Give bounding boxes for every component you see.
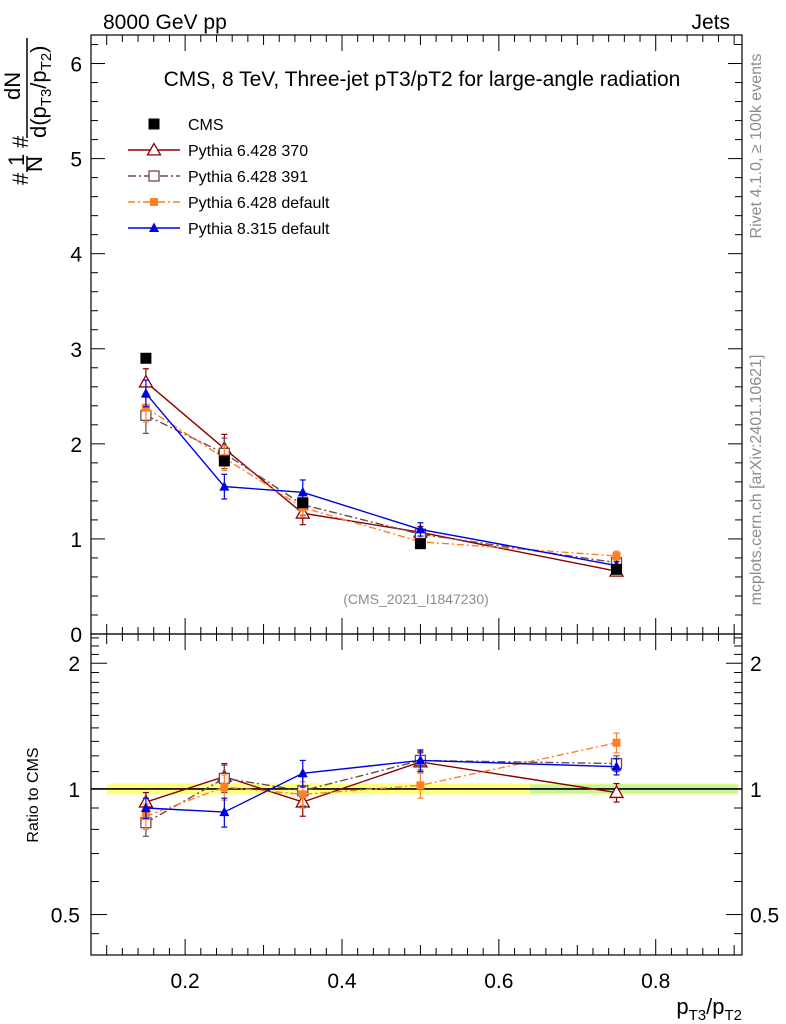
ratio-ytick-label-right: 2	[750, 653, 762, 676]
series-line	[145, 392, 617, 567]
data-point	[415, 754, 426, 765]
data-point	[611, 761, 622, 771]
series-cms	[140, 352, 623, 575]
series-pythia-8-315-default	[140, 379, 622, 570]
header-jets-label: Jets	[691, 11, 730, 34]
legend-label: Pythia 8.315 default	[188, 221, 330, 238]
ylabel-hash: #	[8, 172, 33, 185]
legend-marker	[148, 118, 160, 130]
ratio-ytick-label-right: 1	[750, 779, 762, 802]
main-ytick-label: 0	[70, 624, 82, 647]
main-series-group	[138, 352, 625, 577]
main-ytick-label: 2	[70, 434, 82, 457]
data-point	[415, 523, 426, 534]
series-pythia-8-315-default	[140, 749, 622, 828]
ratio-xtick-label: 0.6	[484, 970, 513, 993]
legend-item: Pythia 6.428 default	[128, 195, 330, 212]
data-point	[297, 497, 309, 509]
ylabel-denominator: d(pT3/pT2)	[26, 45, 55, 138]
data-point	[140, 802, 151, 812]
series-line	[145, 407, 617, 557]
data-point	[140, 387, 151, 398]
ratio-xtick-label: 0.8	[641, 970, 670, 993]
data-point	[414, 538, 426, 550]
data-point	[297, 486, 308, 497]
ylabel-n: N	[22, 156, 47, 172]
ratio-frame	[90, 633, 743, 956]
data-point	[612, 738, 621, 747]
data-point	[219, 806, 230, 817]
data-point	[140, 352, 152, 364]
legend-label: CMS	[188, 117, 224, 134]
main-ytick-label: 4	[70, 244, 82, 267]
data-point	[219, 481, 230, 491]
ylabel-hash2: #	[8, 135, 33, 148]
main-ytick-label: 3	[70, 339, 82, 362]
ylabel-dn: dN	[0, 72, 25, 100]
data-point	[141, 403, 150, 412]
legend-item: Pythia 6.428 370	[128, 142, 308, 160]
series-pythia-6-428-default	[141, 732, 621, 830]
series-line	[145, 742, 617, 817]
analysis-watermark: (CMS_2021_I1847230)	[343, 591, 489, 607]
series-line	[145, 414, 617, 564]
svg-text:1: 1	[4, 154, 29, 166]
legend-item: Pythia 8.315 default	[128, 221, 330, 238]
legend: CMS Pythia 6.428 370 Pythia 6.428 391 Pythi…	[128, 117, 330, 238]
legend-item: CMS	[148, 117, 224, 134]
series-pythia-6-428-default	[141, 392, 621, 562]
ratio-ytick-label-right: 0.5	[750, 905, 779, 928]
ratio-ytick-label: 2	[68, 653, 80, 676]
ratio-xtick-label: 0.2	[171, 970, 200, 993]
mcplots-label: mcplots.cern.ch [arXiv:2401.10621]	[748, 355, 765, 606]
svg-text:dN: dN	[0, 72, 25, 100]
ratio-series-group	[138, 732, 625, 837]
ratio-ytick-label: 0.5	[51, 905, 80, 928]
legend-item: Pythia 6.428 391	[128, 169, 308, 186]
legend-label: Pythia 6.428 default	[188, 195, 330, 212]
ratio-axis-ticks: 0.2 0.4 0.6 0.8 0.5 0.5 1 1 2 2	[51, 634, 779, 993]
ylabel-one: 1	[4, 154, 29, 166]
main-ytick-label: 6	[70, 54, 82, 77]
header-energy-label: 8000 GeV pp	[103, 11, 227, 34]
data-point	[416, 781, 425, 790]
plot-title: CMS, 8 TeV, Three-jet pT3/pT2 for large-…	[164, 68, 681, 91]
main-axis-ticks: 0 1 2 3 4 5 6	[70, 35, 742, 647]
svg-text:N: N	[22, 156, 47, 172]
legend-marker	[150, 198, 158, 206]
data-point	[611, 563, 623, 575]
main-y-axis-label: # 1 N # dN d(pT3/pT2)	[0, 38, 55, 185]
svg-text:#: #	[8, 135, 33, 148]
data-point	[220, 783, 229, 792]
legend-marker	[149, 222, 159, 232]
rivet-version-label: Rivet 4.1.0, ≥ 100k events	[748, 54, 765, 239]
data-point	[218, 455, 230, 467]
data-point	[298, 790, 307, 799]
data-point	[297, 767, 308, 778]
legend-marker	[146, 142, 162, 156]
legend-label: Pythia 6.428 391	[188, 169, 308, 186]
data-point	[608, 784, 625, 799]
x-axis-label: pT3/pT2	[676, 994, 742, 1024]
ratio-xtick-label: 0.4	[327, 970, 357, 993]
ratio-ytick-label: 1	[68, 779, 80, 802]
main-ytick-label: 5	[70, 149, 82, 172]
svg-text:#: #	[8, 172, 33, 185]
legend-label: Pythia 6.428 370	[188, 143, 308, 160]
main-ytick-label: 1	[70, 529, 82, 552]
main-plot-panel: 0 1 2 3 4 5 6 CMS, 8 TeV, Three-jet pT3/pT2 fo…	[70, 34, 743, 647]
legend-marker	[148, 170, 160, 182]
data-point	[612, 552, 621, 561]
ratio-plot-panel: 0.2 0.4 0.6 0.8 0.5 0.5 1 1 2 2	[51, 633, 779, 993]
series-pythia-6-428-391	[140, 396, 623, 569]
series-line	[145, 759, 617, 824]
ratio-y-axis-label: Ratio to CMS	[25, 747, 42, 842]
